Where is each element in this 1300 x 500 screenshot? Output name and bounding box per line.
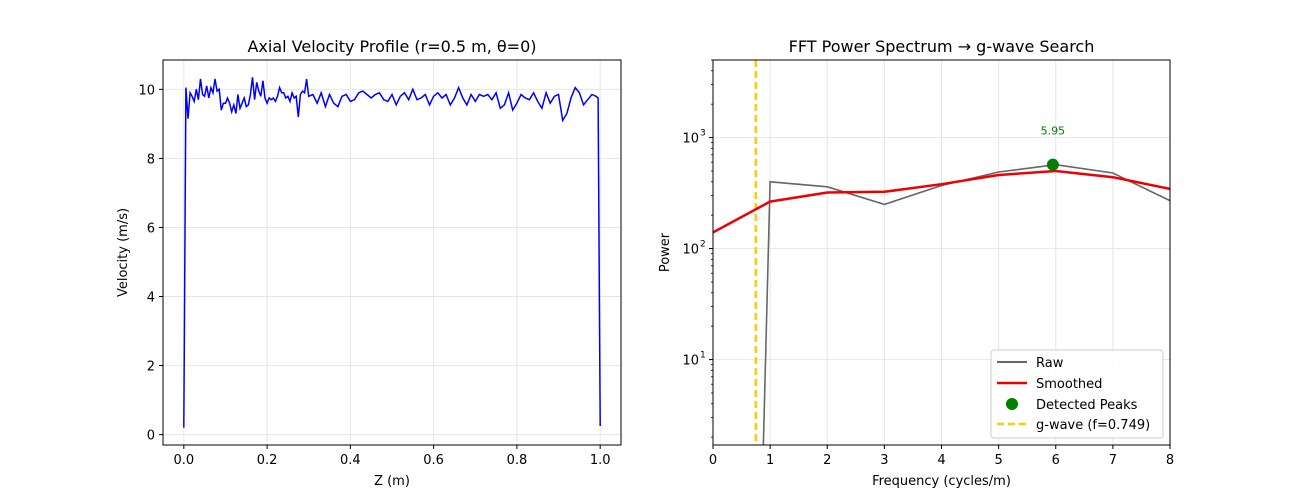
legend: Raw Smoothed Detected Peaks g-wave (f=0.… [990, 349, 1164, 439]
legend-box [990, 349, 1164, 439]
y-tick-exponent: 3 [700, 129, 706, 139]
x-tick-label: 4 [937, 453, 945, 468]
x-axis-label: Z (m) [374, 474, 410, 489]
y-tick-label: 10 [138, 83, 155, 98]
x-tick-label: 1.0 [590, 453, 611, 468]
legend-gwave-label: g-wave (f=0.749) [1036, 418, 1150, 433]
x-tick-label: 8 [1166, 453, 1174, 468]
grid [163, 60, 621, 445]
legend-raw-label: Raw [1036, 356, 1064, 371]
legend-smoothed-label: Smoothed [1036, 377, 1102, 392]
series-group [713, 60, 1170, 445]
y-tick-label: 2 [147, 360, 155, 375]
x-tick-label: 2 [823, 453, 831, 468]
y-tick-label: 10 [682, 132, 699, 147]
plot-frame [712, 59, 1171, 446]
velocity-chart: 0.0 0.2 0.4 0.6 0.8 1.0 0 2 4 6 8 10 Axial Velocit… [116, 37, 622, 489]
y-tick-label: 10 [682, 354, 699, 369]
legend-entry-smoothed: Smoothed [997, 377, 1102, 392]
peak-label: 5.95 [1041, 125, 1066, 138]
peaks-group: 5.95 [1041, 125, 1066, 171]
x-axis-ticks: 0.0 0.2 0.4 0.6 0.8 1.0 [173, 445, 611, 468]
y-tick-exponent: 2 [700, 240, 706, 250]
legend-peaks-label: Detected Peaks [1036, 398, 1138, 413]
raw-line [762, 163, 1170, 445]
y-tick-label: 10 [682, 243, 699, 258]
legend-entry-gwave: g-wave (f=0.749) [997, 418, 1150, 433]
legend-peaks-marker [1006, 398, 1018, 410]
x-tick-label: 5 [994, 453, 1002, 468]
chart-title: FFT Power Spectrum → g-wave Search [789, 37, 1095, 56]
x-tick-label: 0.0 [173, 453, 194, 468]
y-axis-ticks: 0 2 4 6 8 10 [138, 83, 163, 444]
x-tick-label: 3 [880, 453, 888, 468]
x-tick-label: 0.6 [423, 453, 444, 468]
chart-title: Axial Velocity Profile (r=0.5 m, θ=0) [247, 37, 536, 56]
plot-frame [162, 59, 622, 446]
x-tick-label: 0.4 [340, 453, 361, 468]
x-tick-label: 7 [1109, 453, 1117, 468]
y-axis-label: Power [658, 232, 673, 272]
peak-marker [1046, 158, 1059, 171]
y-tick-exponent: 1 [700, 351, 706, 361]
x-tick-label: 1 [766, 453, 774, 468]
y-tick-label: 6 [147, 221, 155, 236]
legend-entry-raw: Raw [997, 356, 1064, 371]
x-axis-ticks: 0 1 2 3 4 5 6 7 8 [709, 445, 1174, 468]
y-axis-label: Velocity (m/s) [116, 208, 131, 297]
y-tick-label: 4 [147, 291, 155, 306]
y-tick-label: 0 [147, 429, 155, 444]
x-tick-label: 0.8 [507, 453, 528, 468]
x-tick-label: 0 [709, 453, 717, 468]
x-axis-label: Frequency (cycles/m) [872, 474, 1011, 489]
legend-entry-peaks: Detected Peaks [1006, 398, 1138, 413]
velocity-line [183, 77, 601, 428]
x-tick-label: 6 [1052, 453, 1060, 468]
y-tick-label: 8 [147, 152, 155, 167]
plot-background [163, 60, 621, 445]
smoothed-line [713, 169, 1170, 234]
x-tick-label: 0.2 [257, 453, 278, 468]
